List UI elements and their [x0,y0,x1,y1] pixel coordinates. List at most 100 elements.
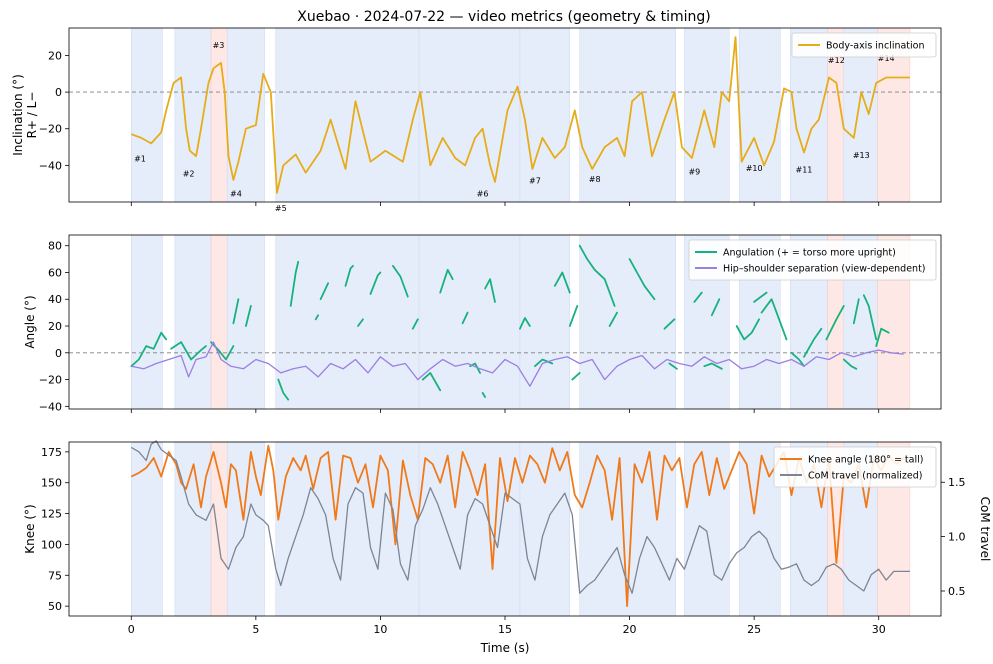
series-line-segment [461,311,469,325]
angle-panel: −40 −20 0 20 40 60 80 Angle (°) Angulation (+ = … [23,234,942,413]
y2-tick-label: 1.0 [948,531,966,544]
x-tick-label: 20 [623,623,637,636]
y-tick-label: 125 [41,508,62,521]
event-band [684,27,730,203]
event-label: #8 [589,175,601,184]
event-band [174,27,212,203]
series-line-segment [735,318,760,341]
y-axis-label-line: R+ / L− [25,92,39,139]
y-tick-label: −20 [39,374,62,387]
inclination-panel: #1 #2 #3 #4 #5 #6 #7 #8 #9 #10 #11 #12 #13 #14 −40 −20 0… [11,27,942,213]
y-tick-label: 80 [48,240,62,253]
series-line-segment [825,305,845,341]
event-label: #11 [796,166,813,175]
event-label: #10 [746,164,763,173]
event-band [131,27,163,203]
series-line-segment [245,305,252,327]
y-tick-label: 20 [48,320,62,333]
event-label: #13 [853,151,870,160]
x-tick-label: 5 [252,623,259,636]
series-line-segment [534,358,554,368]
event-band [226,27,265,203]
series-line-segment [421,372,442,392]
series-line-segment [571,372,581,381]
event-label: #7 [529,177,541,186]
event-band [174,234,212,410]
legend-entry: Body-axis inclination [826,41,925,52]
y-tick-label: 0 [55,347,62,360]
series-line-segment [289,260,300,307]
series-line-segment [760,298,788,341]
y-tick-label: 0 [55,86,62,99]
series-line-segment [862,294,878,341]
series-line-segment [553,271,571,294]
event-band [131,441,163,617]
event-band [579,234,676,410]
series-line-segment [852,298,860,325]
event-label: #6 [477,190,489,199]
event-band [210,234,228,410]
series-line-segment [753,291,768,303]
series-line-segment [663,318,676,330]
event-label: #9 [688,168,700,177]
legend-entry: CoM travel (normalized) [808,471,922,482]
event-label: #12 [828,56,845,65]
y-tick-label: 150 [41,477,62,490]
event-label: #2 [183,169,195,178]
series-line-segment [277,378,290,401]
series-line-segment [481,392,486,398]
series-line [131,341,904,387]
series-line-segment [875,327,890,347]
y-tick-label: −40 [39,159,62,172]
series-line-segment [842,358,858,370]
y-tick-label: −20 [39,123,62,136]
legend-box [773,446,937,488]
y-tick-label: 60 [48,266,62,279]
x-tick-label: 10 [373,623,387,636]
series-line-segment [668,362,678,370]
series-line-segment [790,351,805,368]
knee-panel: 50 75 100 125 150 175 0.5 1.0 1.5 CoM travel 0 5 10 1… [23,440,992,655]
series-line-segment [344,264,354,287]
y-tick-label: 175 [41,446,62,459]
event-band [226,441,265,617]
series-line-segment [439,268,454,294]
legend: Body-axis inclination [791,32,937,58]
y-tick-label: 40 [48,293,62,306]
series-line-segment [369,271,382,295]
y-tick-label: −40 [39,400,62,413]
legend-entry: Hip–shoulder separation (view-dependent) [723,264,926,275]
series-line-segment [392,264,409,298]
y-axis-label: Angle (°) [23,295,37,348]
event-band [418,234,521,410]
legend-entry: Angulation (+ = torso more upright) [723,248,896,259]
y-axis-label: Knee (°) [23,504,37,553]
series-line-segment [608,311,618,327]
y2-tick-label: 1.5 [948,476,966,489]
y2-tick-label: 0.5 [948,585,966,598]
series-line-segment [703,362,723,370]
series-line-segment [357,318,364,327]
legend-box [791,32,937,58]
series-line-segment [578,244,616,307]
y-axis-label: Inclination (°)R+ / L− [11,74,39,156]
event-label: #1 [134,155,146,164]
event-band [738,27,781,203]
event-band [418,27,521,203]
series-line-segment [693,291,703,303]
series-line-segment [803,327,823,358]
x-axis-label: Time (s) [480,641,530,655]
x-tick-label: 25 [747,623,761,636]
x-tick-label: 15 [498,623,512,636]
series-line-segment [130,331,168,368]
figure-title: Xuebao · 2024-07-22 — video metrics (geo… [297,9,711,25]
event-label: #14 [878,54,895,63]
event-band [275,234,420,410]
event-band [174,441,212,617]
legend: Angulation (+ = torso more upright) Hip–s… [688,239,937,281]
event-band [684,441,730,617]
series-line-segment [170,341,207,361]
event-label: #3 [213,41,225,50]
series-line-segment [232,298,240,325]
